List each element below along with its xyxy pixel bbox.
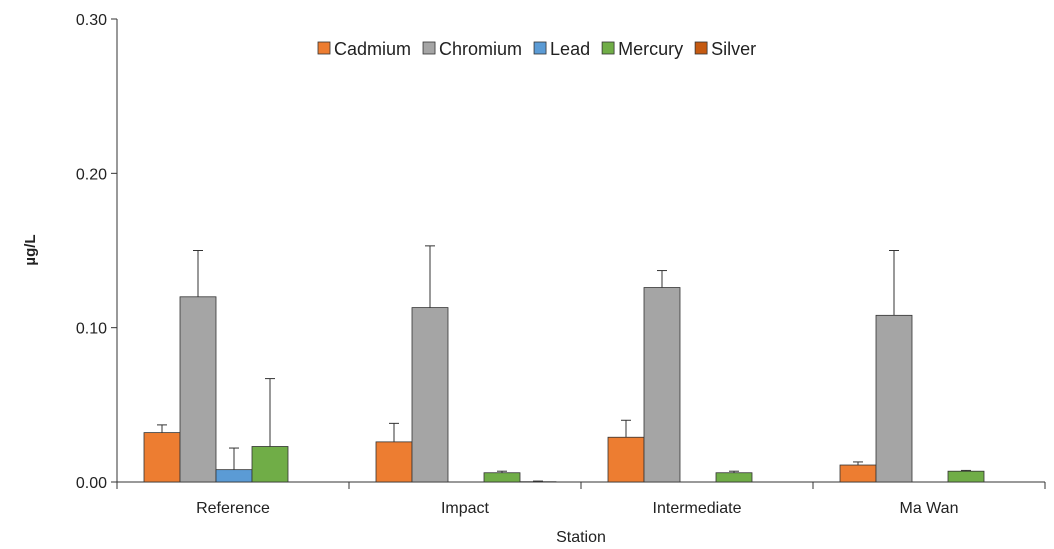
x-tick-label: Ma Wan [900,500,959,517]
legend-swatch-cadmium [317,41,331,55]
bar-mercury [715,472,753,483]
bars [143,245,985,483]
legend-label-lead: Lead [550,39,590,59]
x-tick-label: Impact [441,500,490,517]
x-tick-label: Reference [196,500,270,517]
x-axis-ticks: Reference Impact Intermediate Ma Wan [116,482,1046,517]
y-tick-label: 0.10 [76,321,107,338]
bar-chromium [179,296,217,483]
legend-swatch-mercury [601,41,615,55]
legend-swatch-silver [694,41,708,55]
y-tick-label: 0.20 [76,166,107,183]
legend: Cadmium Chromium Lead Mercury Silver [317,39,756,59]
bar-cadmium [143,432,181,483]
legend-label-cadmium: Cadmium [334,39,411,59]
y-tick-label: 0.30 [76,12,107,29]
bar-cadmium [839,464,877,483]
bar-chromium [411,307,449,483]
y-tick-label: 0.00 [76,475,107,492]
bar-mercury [251,446,289,483]
legend-swatch-lead [533,41,547,55]
x-tick-label: Intermediate [653,500,742,517]
bar-chromium [875,314,913,483]
bar-cadmium [607,436,645,483]
y-axis-label: µg/L [22,234,39,265]
x-axis-label: Station [556,529,606,546]
legend-label-mercury: Mercury [618,39,683,59]
bar-chromium [643,287,681,483]
y-axis-ticks: 0.00 0.10 0.20 0.30 [76,12,117,492]
legend-swatch-chromium [422,41,436,55]
bar-mercury [483,472,521,483]
bar-cadmium [375,441,413,483]
bar-lead [215,469,253,483]
legend-label-chromium: Chromium [439,39,522,59]
legend-label-silver: Silver [711,39,756,59]
bar-mercury [947,470,985,483]
